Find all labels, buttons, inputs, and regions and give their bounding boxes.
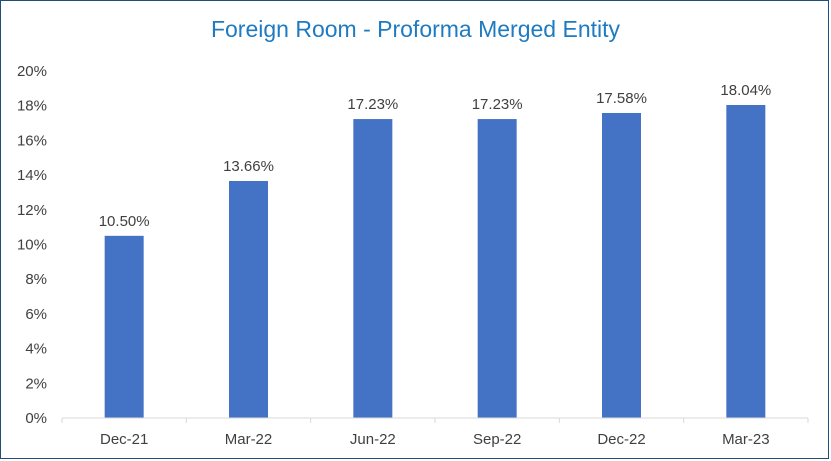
y-tick-label: 12% — [17, 202, 47, 219]
data-label: 17.58% — [596, 90, 647, 107]
y-tick-label: 4% — [25, 341, 47, 358]
chart-title: Foreign Room - Proforma Merged Entity — [210, 16, 621, 42]
y-tick-label: 20% — [17, 63, 47, 80]
y-tick-label: 0% — [25, 410, 47, 427]
y-tick-label: 14% — [17, 167, 47, 184]
y-tick-label: 6% — [25, 306, 47, 323]
data-label: 18.04% — [720, 82, 771, 99]
x-tick-label: Dec-22 — [597, 431, 645, 448]
y-tick-label: 16% — [17, 132, 47, 149]
y-tick-label: 2% — [25, 375, 47, 392]
x-tick-label: Dec-21 — [100, 431, 148, 448]
bars — [104, 105, 766, 419]
x-tick-label: Jun-22 — [350, 431, 396, 448]
bar — [477, 119, 517, 418]
y-axis: 0% 2% 4% 6% 8% 10% 12% 14% 16% 18% 20% — [17, 63, 47, 427]
x-tick-label: Sep-22 — [473, 431, 521, 448]
data-label: 17.23% — [347, 96, 398, 113]
x-tick-label: Mar-22 — [225, 431, 273, 448]
y-tick-label: 18% — [17, 98, 47, 115]
data-label: 10.50% — [99, 213, 150, 230]
x-axis: Dec-21 Mar-22 Jun-22 Sep-22 Dec-22 Mar-23 — [61, 417, 809, 448]
y-tick-label: 10% — [17, 237, 47, 254]
bar — [104, 235, 144, 418]
bar — [353, 119, 393, 418]
bar — [602, 112, 641, 418]
bar — [726, 105, 766, 419]
data-label: 17.23% — [472, 96, 523, 113]
y-tick-label: 8% — [25, 271, 47, 288]
data-label: 13.66% — [223, 158, 274, 175]
x-tick-label: Mar-23 — [722, 431, 770, 448]
data-labels: 10.50% 13.66% 17.23% 17.23% 17.58% 18.04% — [99, 82, 772, 230]
bar — [229, 180, 268, 418]
